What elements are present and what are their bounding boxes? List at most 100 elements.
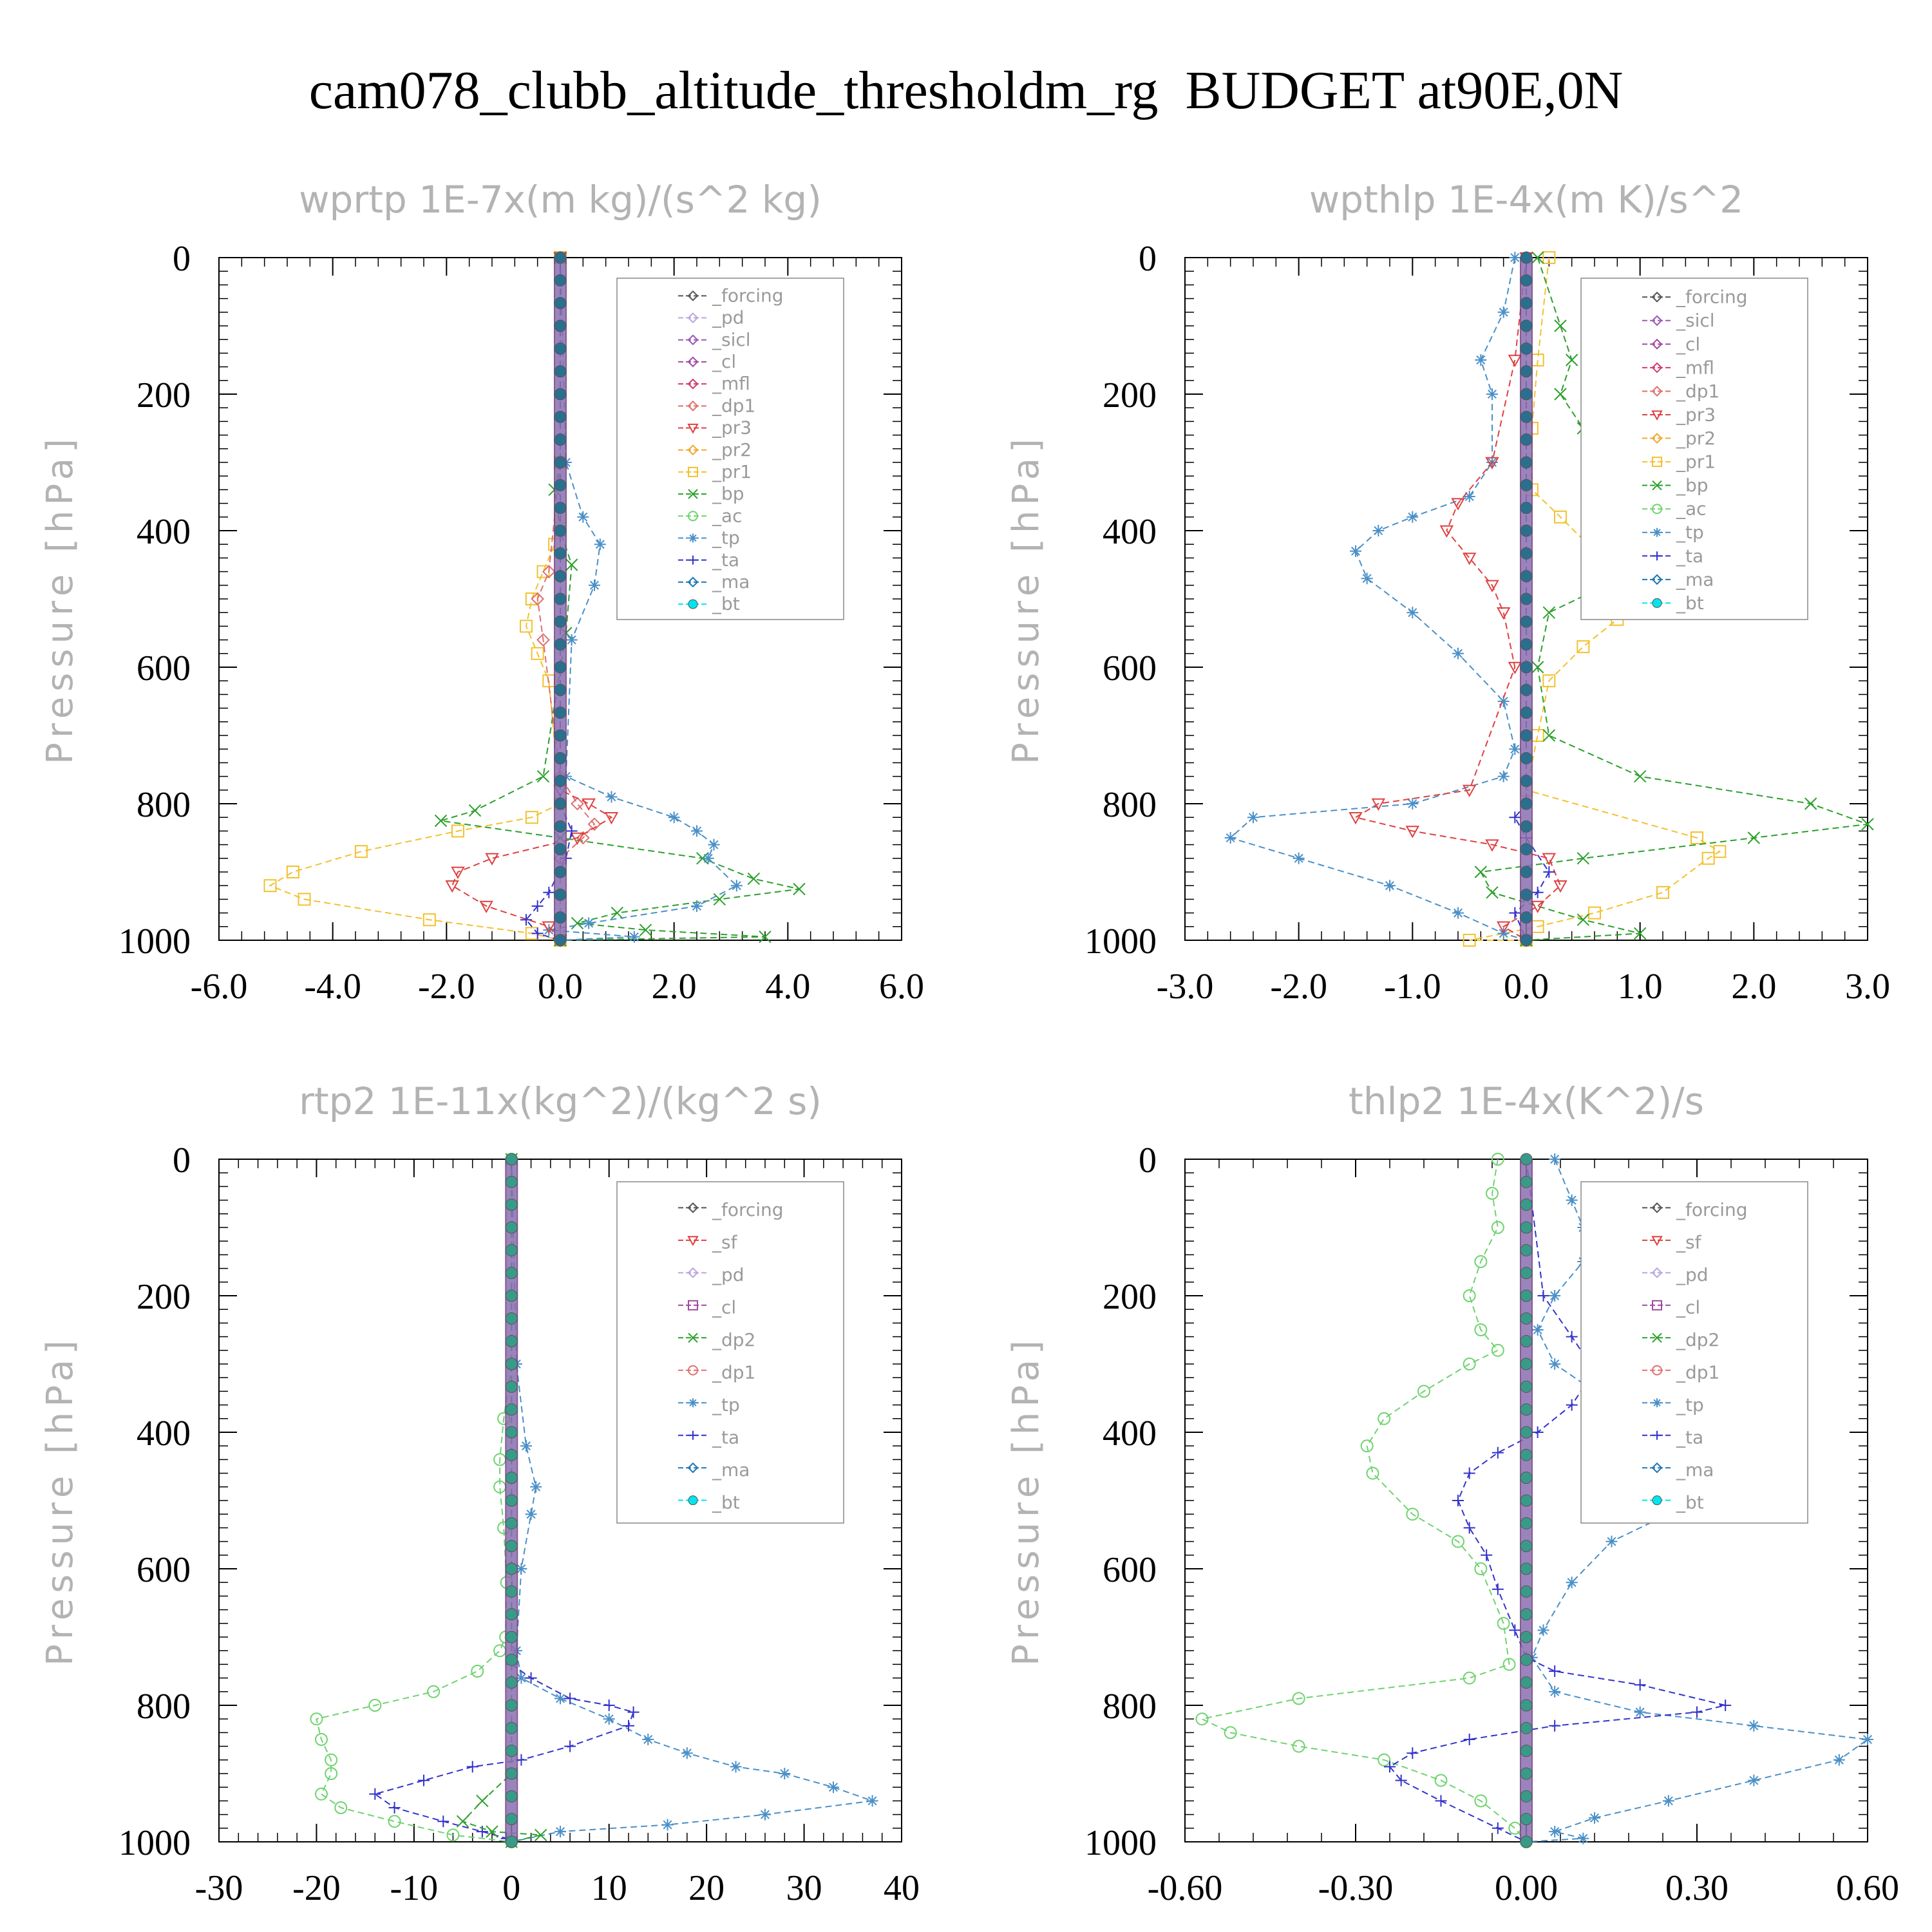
legend-marker bbox=[687, 423, 699, 434]
series-bt-marker bbox=[1520, 752, 1533, 764]
series-point-tp bbox=[866, 1795, 878, 1807]
series-point-pr1 bbox=[1690, 831, 1703, 844]
y-tick-label: 1000 bbox=[1084, 922, 1157, 961]
y-tick-label: 400 bbox=[137, 1414, 191, 1454]
series-point-ta bbox=[1549, 1665, 1561, 1677]
series-point-pr3 bbox=[1349, 812, 1363, 825]
x-tick-label: -20 bbox=[292, 1868, 341, 1908]
series-point-bp bbox=[434, 814, 448, 828]
series-bt-marker bbox=[1520, 478, 1533, 491]
series-point-pr3 bbox=[1439, 525, 1454, 538]
x-tick-label: -10 bbox=[390, 1868, 439, 1908]
series-bt-marker bbox=[1520, 319, 1533, 332]
series-point-tp bbox=[1406, 607, 1419, 619]
series-point-ta bbox=[1463, 1734, 1475, 1745]
y-tick-label: 0 bbox=[1139, 239, 1157, 279]
series-bt-marker bbox=[1520, 547, 1533, 560]
legend-label: _pr3 bbox=[712, 417, 752, 439]
series-point-pr1 bbox=[1701, 851, 1715, 865]
legend-marker bbox=[1651, 386, 1663, 397]
series-point-tp bbox=[603, 1713, 615, 1725]
series-point-ta bbox=[1566, 1399, 1578, 1411]
series-bt-marker bbox=[1520, 1380, 1533, 1393]
series-point-bp bbox=[468, 804, 482, 817]
series-point-bp bbox=[713, 893, 726, 906]
legend-marker bbox=[688, 466, 698, 477]
series-point-pr1 bbox=[451, 824, 464, 838]
series-point-ta bbox=[1509, 907, 1521, 919]
series-point-ta bbox=[520, 914, 532, 926]
legend-label: _cl bbox=[1676, 1296, 1700, 1318]
series-point-tp bbox=[1577, 1832, 1589, 1844]
series-point-ta bbox=[1531, 1426, 1544, 1438]
series-point-dp1 bbox=[325, 1767, 338, 1780]
series-bt-marker bbox=[505, 1221, 518, 1234]
series-bt-marker bbox=[1520, 638, 1533, 651]
y-tick-label: 1000 bbox=[118, 1823, 191, 1863]
legend-marker bbox=[688, 1332, 698, 1343]
legend-label: _forcing bbox=[1676, 1199, 1748, 1220]
series-point-bp bbox=[639, 923, 652, 936]
series-bt-marker bbox=[1520, 1790, 1533, 1803]
series-point-bp bbox=[1747, 831, 1761, 844]
series-bt-marker bbox=[505, 1335, 518, 1348]
series-bt-marker bbox=[554, 456, 567, 469]
legend-marker bbox=[688, 511, 698, 522]
legend-label: _ma bbox=[712, 571, 750, 592]
legend-marker bbox=[1653, 551, 1662, 561]
legend-label: _ac bbox=[1676, 498, 1707, 520]
series-point-tp bbox=[828, 1781, 839, 1794]
legend-marker bbox=[688, 1430, 697, 1440]
series-point-dp1 bbox=[576, 831, 590, 845]
series-bt-marker bbox=[505, 1517, 518, 1530]
series-point-bp bbox=[1577, 913, 1590, 926]
y-axis-label: Pressure [hPa] bbox=[1005, 1335, 1047, 1666]
legend-marker bbox=[687, 400, 699, 412]
series-bt-marker bbox=[1520, 433, 1533, 446]
series-point-ta bbox=[1566, 1331, 1578, 1343]
series-bt-marker bbox=[554, 706, 567, 719]
series-bt-marker bbox=[505, 1745, 518, 1757]
x-tick-label: 4.0 bbox=[765, 967, 810, 1007]
legend-box bbox=[1580, 1181, 1808, 1524]
legend-marker bbox=[1653, 1398, 1662, 1408]
series-point-bp bbox=[1531, 661, 1544, 674]
legend-label: _tp bbox=[1676, 1394, 1704, 1416]
series-line-dp2 bbox=[461, 1159, 541, 1842]
series-point-tp bbox=[1549, 1826, 1561, 1838]
series-point-dp1 bbox=[1502, 1658, 1516, 1671]
series-point-ta bbox=[1531, 886, 1544, 898]
legend-label: _dp1 bbox=[712, 1361, 755, 1383]
series-point-ta bbox=[531, 927, 544, 940]
y-tick-label: 800 bbox=[137, 785, 191, 825]
series-bt-marker bbox=[1520, 1631, 1533, 1643]
series-point-pr1 bbox=[1531, 729, 1544, 742]
series-bt-marker bbox=[1520, 1721, 1533, 1734]
series-point-dp1 bbox=[446, 1828, 460, 1842]
legend-marker bbox=[687, 378, 699, 390]
legend-marker bbox=[688, 599, 698, 609]
series-bt-marker bbox=[554, 524, 567, 537]
series-point-tp bbox=[1452, 647, 1464, 659]
x-tick-label: -0.30 bbox=[1318, 1868, 1394, 1908]
y-tick-label: 400 bbox=[1103, 1414, 1157, 1454]
series-point-ta bbox=[525, 1672, 537, 1684]
series-point-dp1 bbox=[1486, 1187, 1499, 1200]
series-point-ta bbox=[564, 1740, 576, 1752]
series-point-tp bbox=[1475, 354, 1487, 366]
legend-label: _dp2 bbox=[1676, 1329, 1719, 1350]
legend-label: _sicl bbox=[712, 329, 751, 350]
series-point-dp1 bbox=[310, 1712, 323, 1726]
panel-title: thlp2 1E-4x(K^2)/s bbox=[1349, 1079, 1704, 1123]
series-point-pr3 bbox=[1496, 607, 1511, 620]
series-line-pr3 bbox=[1354, 257, 1562, 941]
legend-box bbox=[616, 1181, 844, 1524]
legend-marker bbox=[1651, 574, 1663, 585]
series-bt-marker bbox=[554, 683, 567, 696]
series-bt-marker bbox=[1520, 274, 1533, 287]
series-point-pr3 bbox=[542, 921, 556, 934]
series-point-pr3 bbox=[1405, 826, 1420, 838]
series-bt-marker bbox=[1520, 843, 1533, 856]
series-bt-marker bbox=[505, 1608, 518, 1621]
series-point-dp1 bbox=[1360, 1439, 1374, 1453]
